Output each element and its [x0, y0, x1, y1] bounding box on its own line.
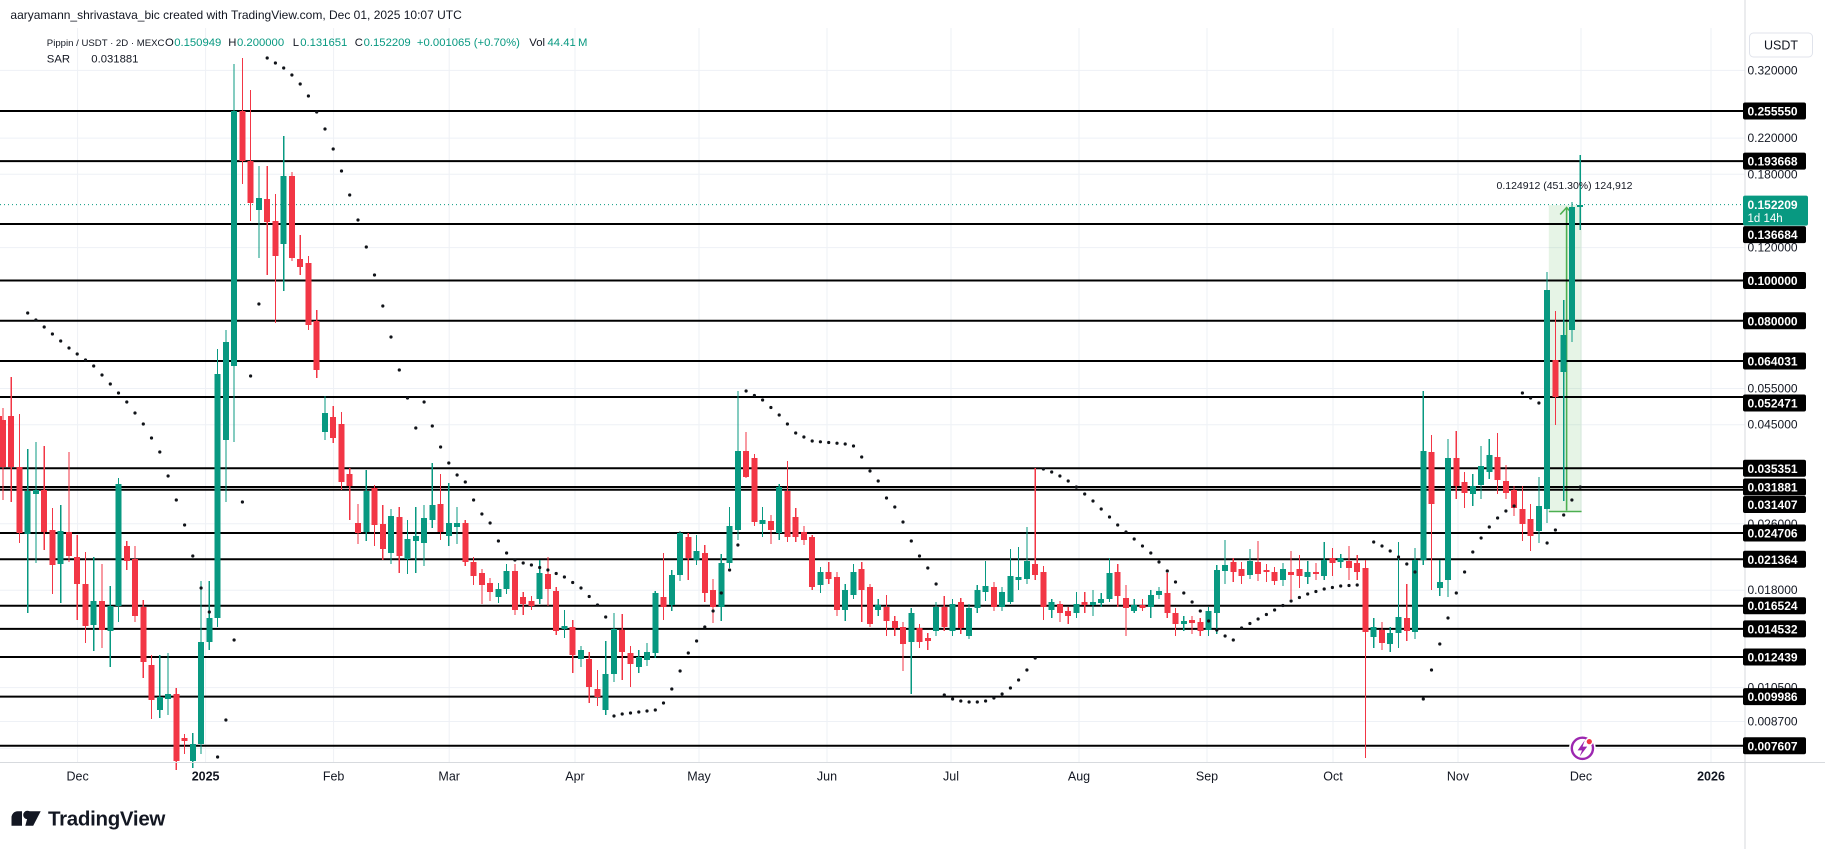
svg-text:Aug: Aug [1068, 770, 1090, 784]
svg-text:0.320000: 0.320000 [1748, 63, 1798, 77]
svg-text:Vol: Vol [529, 37, 545, 49]
svg-text:TradingView: TradingView [48, 808, 165, 831]
svg-text:0.150949: 0.150949 [174, 37, 221, 49]
svg-text:aaryamann_shrivastava_bic crea: aaryamann_shrivastava_bic created with T… [10, 8, 462, 22]
svg-text:Feb: Feb [323, 770, 345, 784]
svg-text:0.009986: 0.009986 [1748, 690, 1798, 704]
svg-text:Jun: Jun [817, 770, 837, 784]
svg-text:0.152209: 0.152209 [1748, 198, 1798, 212]
svg-text:44.41 M: 44.41 M [548, 37, 588, 49]
svg-text:Apr: Apr [565, 770, 584, 784]
svg-text:0.124912 (451.30%) 124,912: 0.124912 (451.30%) 124,912 [1496, 180, 1632, 192]
svg-text:USDT: USDT [1764, 39, 1798, 53]
svg-text:0.018000: 0.018000 [1748, 583, 1798, 597]
svg-text:0.007607: 0.007607 [1748, 739, 1798, 753]
svg-text:L: L [293, 37, 299, 49]
svg-text:1d 14h: 1d 14h [1748, 213, 1783, 225]
svg-text:Dec: Dec [1570, 770, 1592, 784]
svg-text:SAR: SAR [47, 54, 70, 66]
svg-text:0.255550: 0.255550 [1748, 105, 1798, 119]
svg-text:Oct: Oct [1323, 770, 1343, 784]
svg-text:0.016524: 0.016524 [1748, 599, 1798, 613]
svg-text:0.021364: 0.021364 [1748, 553, 1798, 567]
svg-text:0.031881: 0.031881 [1748, 481, 1798, 495]
svg-text:0.031881: 0.031881 [91, 54, 138, 66]
svg-text:0.012439: 0.012439 [1748, 651, 1798, 665]
svg-text:0.031407: 0.031407 [1748, 498, 1798, 512]
svg-text:0.136684: 0.136684 [1748, 228, 1798, 242]
svg-text:0.008700: 0.008700 [1748, 715, 1798, 729]
svg-text:0.152209: 0.152209 [364, 37, 411, 49]
svg-text:2026: 2026 [1697, 770, 1725, 784]
svg-text:Sep: Sep [1196, 770, 1218, 784]
svg-text:0.055000: 0.055000 [1748, 382, 1798, 396]
svg-text:0.180000: 0.180000 [1748, 167, 1798, 181]
svg-text:C: C [355, 37, 363, 49]
svg-text:0.035351: 0.035351 [1748, 462, 1798, 476]
svg-text:Pippin / USDT · 2D · MEXC: Pippin / USDT · 2D · MEXC [47, 38, 165, 49]
svg-text:+0.001065 (+0.70%): +0.001065 (+0.70%) [417, 37, 520, 49]
svg-text:0.052471: 0.052471 [1748, 397, 1798, 411]
svg-text:0.014532: 0.014532 [1748, 622, 1798, 636]
svg-text:0.024706: 0.024706 [1748, 527, 1798, 541]
svg-text:0.200000: 0.200000 [237, 37, 284, 49]
svg-text:Nov: Nov [1447, 770, 1470, 784]
svg-text:0.220000: 0.220000 [1748, 131, 1798, 145]
svg-text:O: O [165, 37, 174, 49]
svg-text:0.080000: 0.080000 [1748, 314, 1798, 328]
svg-text:H: H [228, 37, 236, 49]
svg-text:0.064031: 0.064031 [1748, 355, 1798, 369]
svg-text:0.193668: 0.193668 [1748, 155, 1798, 169]
svg-text:2025: 2025 [192, 770, 220, 784]
svg-text:Mar: Mar [438, 770, 460, 784]
svg-text:May: May [687, 770, 711, 784]
svg-text:Jul: Jul [943, 770, 959, 784]
svg-text:0.045000: 0.045000 [1748, 418, 1798, 432]
svg-text:0.100000: 0.100000 [1748, 274, 1798, 288]
svg-text:Dec: Dec [66, 770, 88, 784]
svg-text:0.120000: 0.120000 [1748, 241, 1798, 255]
svg-text:0.131651: 0.131651 [300, 37, 347, 49]
